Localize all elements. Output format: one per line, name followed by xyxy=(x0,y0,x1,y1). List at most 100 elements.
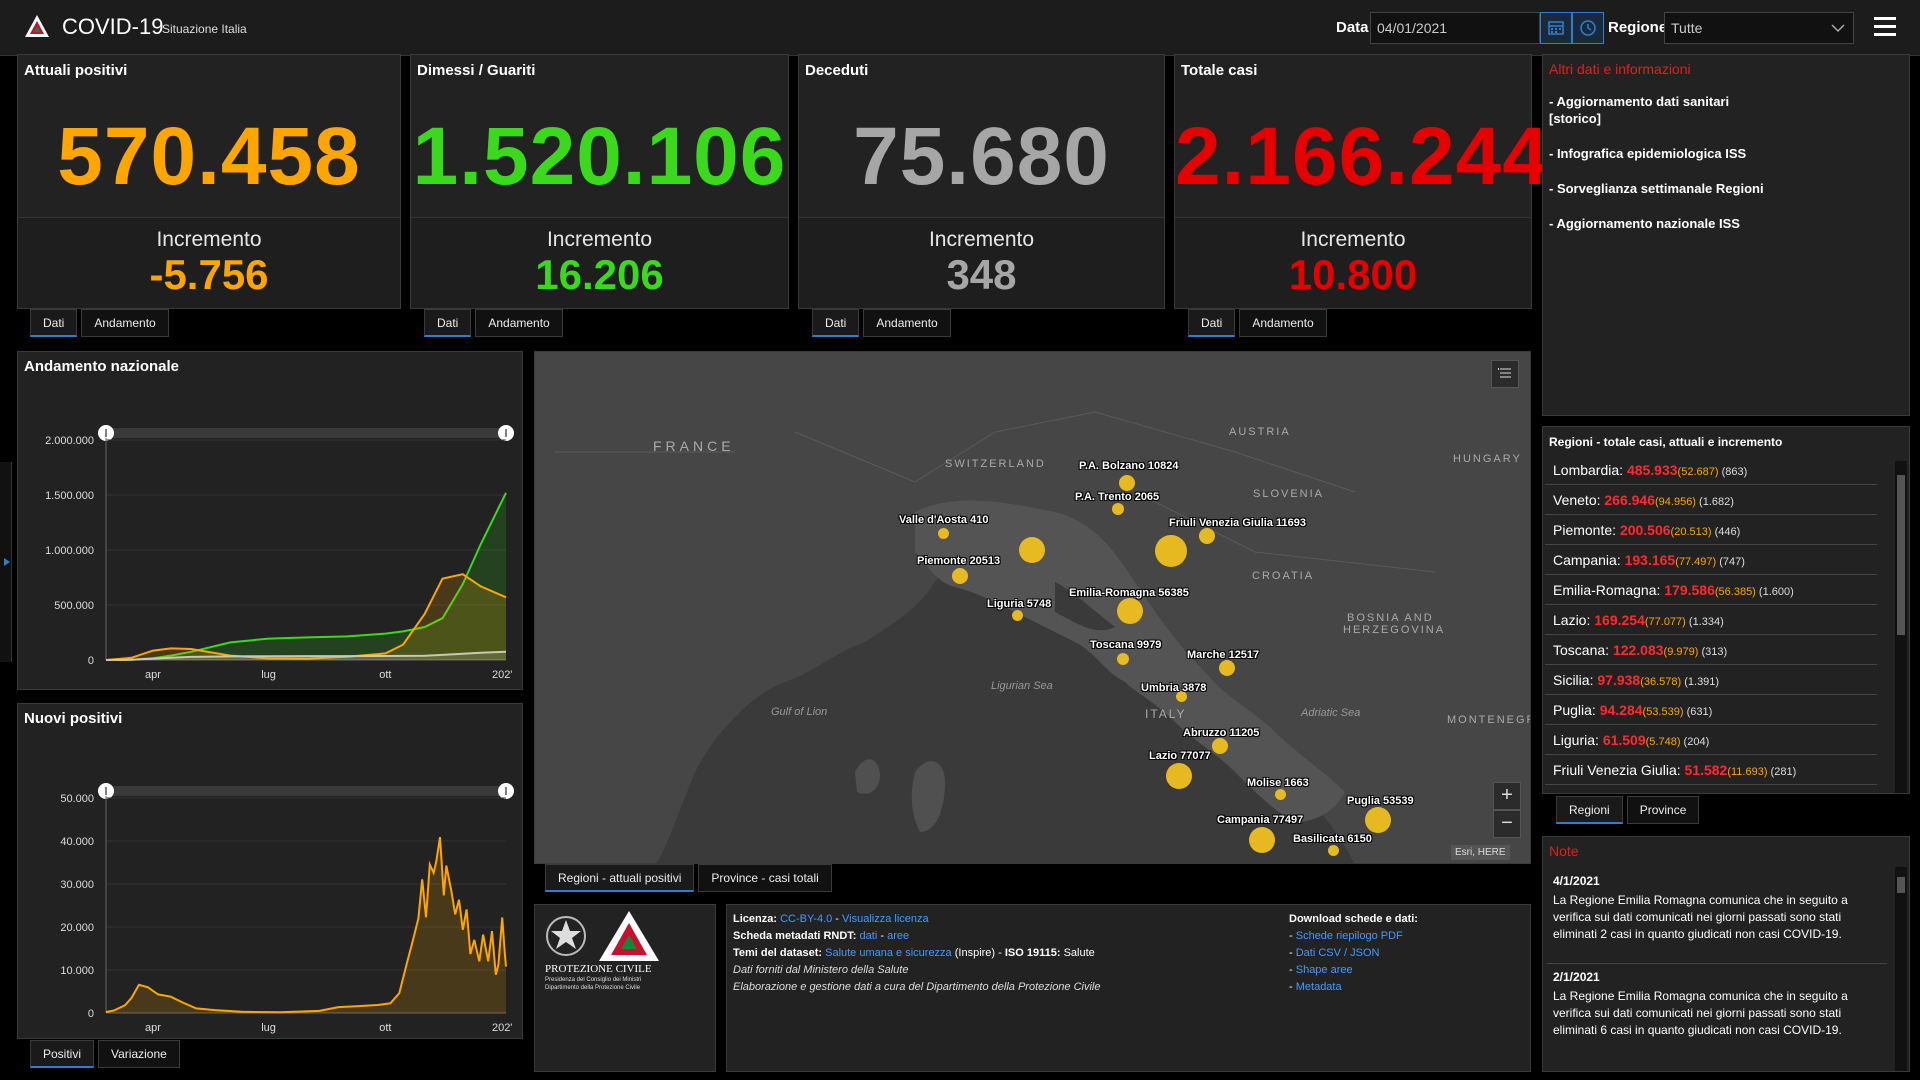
download-link[interactable]: Metadata xyxy=(1295,981,1342,993)
calendar-button[interactable] xyxy=(1540,12,1572,44)
map-bubble[interactable] xyxy=(1219,660,1235,676)
temi-link[interactable]: Salute umana e sicurezza xyxy=(825,947,952,959)
kpi-value: 2.166.244 xyxy=(1175,111,1549,202)
map-bubble[interactable] xyxy=(1117,598,1143,624)
kpi-title: Dimessi / Guariti xyxy=(417,62,536,79)
series-line xyxy=(105,650,507,661)
kpi-value: 1.520.106 xyxy=(412,111,787,202)
plus-icon: + xyxy=(1501,784,1513,806)
region-row[interactable]: Lazio: 169.254(77.077) (1.334) xyxy=(1545,605,1877,635)
region-row[interactable]: Veneto: 266.946(94.956) (1.682) xyxy=(1545,485,1877,515)
region-row[interactable]: Liguria: 61.509(5.748) (204) xyxy=(1545,725,1877,755)
tab-andamento[interactable]: Andamento xyxy=(1239,309,1327,337)
map-legend-button[interactable] xyxy=(1491,360,1519,388)
metadati-aree-link[interactable]: aree xyxy=(887,930,910,942)
tab-dati[interactable]: Dati xyxy=(424,309,472,337)
map-bubble[interactable] xyxy=(1119,475,1135,491)
tab-positivi[interactable]: Positivi xyxy=(30,1040,95,1068)
region-row[interactable]: Emilia-Romagna: 179.586(56.385) (1.600) xyxy=(1545,575,1877,605)
tab-andamento[interactable]: Andamento xyxy=(81,309,169,337)
download-link[interactable]: Shape aree xyxy=(1295,964,1353,976)
kpi-dimessi-guariti: Dimessi / Guariti 1.520.106 Incremento 1… xyxy=(410,54,789,309)
zoom-out-button[interactable]: − xyxy=(1493,810,1521,838)
calendar-icon xyxy=(1548,21,1564,35)
map-bubble[interactable] xyxy=(1012,610,1023,621)
country-label: SLOVENIA xyxy=(1253,488,1325,500)
region-increment: (747) xyxy=(1716,556,1745,568)
region-row[interactable]: Puglia: 94.284(53.539) (631) xyxy=(1545,695,1877,725)
license-link[interactable]: CC-BY-4.0 xyxy=(780,913,833,925)
metadati-dati-link[interactable]: dati xyxy=(859,930,878,942)
region-row[interactable]: Lombardia: 485.933(52.687) (863) xyxy=(1545,455,1877,485)
region-row[interactable]: Piemonte: 200.506(20.513) (446) xyxy=(1545,515,1877,545)
region-row[interactable]: Toscana: 122.083(9.979) (313) xyxy=(1545,635,1877,665)
region-row[interactable]: Campania: 193.165(77.497) (747) xyxy=(1545,545,1877,575)
region-attuali: (36.578) xyxy=(1640,676,1682,688)
regions-scrollbar[interactable] xyxy=(1895,461,1907,793)
download-link[interactable]: Schede riepilogo PDF xyxy=(1295,930,1403,942)
region-row[interactable]: Sicilia: 97.938(36.578) (1.391) xyxy=(1545,665,1877,695)
tab-andamento[interactable]: Andamento xyxy=(863,309,951,337)
map-bubble[interactable] xyxy=(1112,503,1124,515)
region-increment: (863) xyxy=(1718,466,1748,478)
map-bubble[interactable] xyxy=(1212,738,1228,754)
map-panel[interactable]: FRANCE SWITZERLAND AUSTRIA HUNGARY SLOVE… xyxy=(534,351,1531,864)
time-button[interactable] xyxy=(1572,12,1604,44)
x-tick-label: apr xyxy=(145,1022,161,1034)
map-bubble[interactable] xyxy=(1199,528,1215,544)
map-bubble[interactable] xyxy=(1275,789,1286,800)
date-input[interactable]: 04/01/2021 xyxy=(1370,12,1540,44)
bubble-label: Basilicata 6150 xyxy=(1293,833,1372,845)
logo-panel: PROTEZIONE CIVILE Presidenza del Consigl… xyxy=(534,904,716,1072)
tab-variazione[interactable]: Variazione xyxy=(98,1040,180,1068)
map-bubble[interactable] xyxy=(952,568,968,584)
info-link[interactable]: - Sorveglianza settimanale Regioni xyxy=(1549,181,1764,196)
temi-label: Temi del dataset: xyxy=(733,947,823,959)
region-name: Toscana: xyxy=(1553,642,1613,658)
info-link[interactable]: - Infografica epidemiologica ISS xyxy=(1549,146,1747,161)
map-bubble[interactable] xyxy=(1166,763,1192,789)
bubble-label: Puglia 53539 xyxy=(1347,795,1414,807)
map-bubble[interactable] xyxy=(1249,827,1275,853)
notes-scrollbar[interactable] xyxy=(1895,867,1907,1071)
sea-label: Gulf of Lion xyxy=(771,706,828,718)
region-name: Liguria: xyxy=(1553,732,1603,748)
map-bubble[interactable] xyxy=(1176,691,1187,702)
tab-regioni[interactable]: Regioni xyxy=(1556,796,1623,824)
kpi-title: Totale casi xyxy=(1181,62,1258,79)
info-link[interactable]: - Aggiornamento dati sanitari [storico] xyxy=(1549,94,1730,126)
region-select[interactable]: Tutte xyxy=(1664,12,1854,44)
menu-icon[interactable] xyxy=(1874,17,1896,37)
side-panel-toggle[interactable] xyxy=(0,462,12,662)
region-increment: (281) xyxy=(1767,766,1797,778)
region-name: Emilia-Romagna: xyxy=(1553,582,1665,598)
tab-dati[interactable]: Dati xyxy=(812,309,860,337)
app-subtitle: Situazione Italia xyxy=(162,22,247,36)
tab-dati[interactable]: Dati xyxy=(1188,309,1236,337)
tab-province[interactable]: Province xyxy=(1626,796,1700,824)
tab-dati[interactable]: Dati xyxy=(30,309,78,337)
downloads-title: Download schede e dati: xyxy=(1289,913,1418,925)
map-bubble[interactable] xyxy=(1117,653,1129,665)
map-bubble[interactable] xyxy=(1365,807,1391,833)
info-link[interactable]: - Aggiornamento nazionale ISS xyxy=(1549,216,1740,231)
kpi-increment-value: 348 xyxy=(946,251,1017,298)
map-attribution: Esri, HERE xyxy=(1451,845,1510,860)
license-view-link[interactable]: Visualizza licenza xyxy=(842,913,929,925)
tab-regioni-attuali[interactable]: Regioni - attuali positivi xyxy=(545,864,695,892)
x-tick-label: 202' xyxy=(492,669,512,681)
download-link[interactable]: Dati CSV / JSON xyxy=(1295,947,1380,959)
region-row[interactable]: Friuli Venezia Giulia: 51.582(11.693) (2… xyxy=(1545,755,1877,785)
kpi-deceduti: Deceduti 75.680 Incremento 348 xyxy=(798,54,1165,309)
x-tick-label: 202' xyxy=(492,1022,512,1034)
tab-province-casi[interactable]: Province - casi totali xyxy=(698,864,832,892)
map-bubble[interactable] xyxy=(1328,845,1339,856)
map-bubble[interactable] xyxy=(1019,537,1045,563)
zoom-in-button[interactable]: + xyxy=(1493,782,1521,810)
italian-emblem-icon xyxy=(546,916,586,956)
app-title: COVID-19 xyxy=(62,14,164,39)
tab-andamento[interactable]: Andamento xyxy=(475,309,563,337)
regions-title: Regioni - totale casi, attuali e increme… xyxy=(1549,435,1783,449)
map-bubble[interactable] xyxy=(1155,535,1187,567)
map-bubble[interactable] xyxy=(938,528,949,539)
